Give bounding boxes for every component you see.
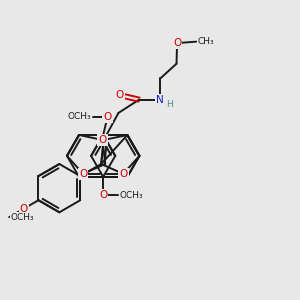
Text: O: O <box>20 204 28 214</box>
Text: O: O <box>99 190 107 200</box>
Text: O: O <box>98 135 107 145</box>
Text: O: O <box>79 169 87 179</box>
Text: CH₃: CH₃ <box>198 37 214 46</box>
Text: O: O <box>103 112 112 122</box>
Text: O: O <box>116 90 124 100</box>
Text: O: O <box>119 169 128 179</box>
Text: OCH₃: OCH₃ <box>11 213 34 222</box>
Text: OCH₃: OCH₃ <box>68 112 92 121</box>
Text: O: O <box>173 38 181 48</box>
Text: H: H <box>167 100 173 109</box>
Text: OCH₃: OCH₃ <box>119 190 143 200</box>
Text: N: N <box>156 94 164 105</box>
